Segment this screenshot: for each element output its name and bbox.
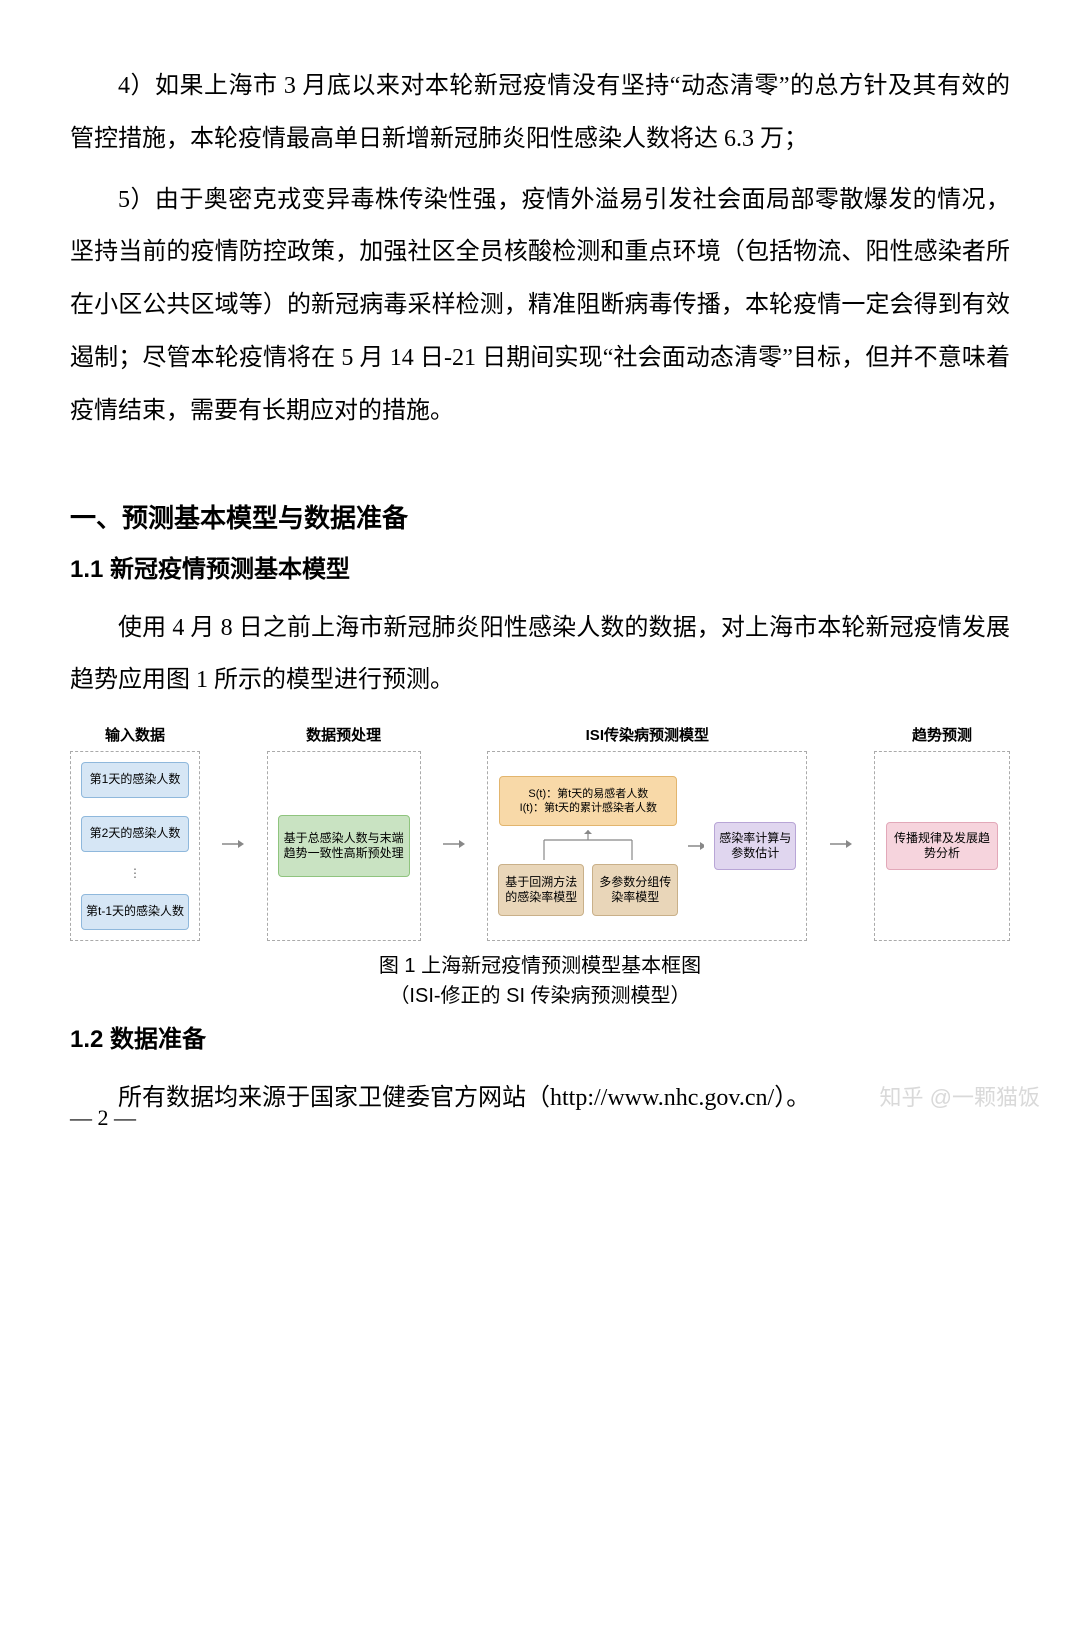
section-heading-1: 一、预测基本模型与数据准备: [70, 498, 1010, 540]
node-rate-calc: 感染率计算与参数估计: [714, 822, 796, 870]
body-1-2: 所有数据均来源于国家卫健委官方网站（http://www.nhc.gov.cn/…: [70, 1072, 1010, 1125]
arrow-icon: [222, 749, 244, 939]
connector-icon: [499, 830, 677, 860]
node-input-day2: 第2天的感染人数: [81, 816, 189, 852]
node-preprocess: 基于总感染人数与末端趋势一致性高斯预处理: [278, 815, 410, 877]
figure-panel-input: 输入数据 第1天的感染人数 第2天的感染人数 ⋮ 第t-1天的感染人数: [70, 727, 200, 941]
panel-title-model: ISI传染病预测模型: [487, 727, 807, 745]
figure-1: 输入数据 第1天的感染人数 第2天的感染人数 ⋮ 第t-1天的感染人数 数据预处…: [70, 727, 1010, 1011]
node-si-top: S(t)：第t天的易感者人数 I(t)：第t天的累计感染者人数: [499, 776, 677, 826]
node-input-day-t-1: 第t-1天的感染人数: [81, 894, 189, 930]
panel-title-preprocess: 数据预处理: [267, 727, 421, 745]
page-number: — 2 —: [70, 1094, 136, 1142]
arrow-icon: [830, 749, 852, 939]
watermark: 知乎 @一颗猫饭: [880, 1074, 1040, 1122]
node-regression-rate: 基于回溯方法的感染率模型: [498, 864, 584, 916]
figure-panel-model: ISI传染病预测模型 S(t)：第t天的易感者人数 I(t)：第t天的累计感染者…: [487, 727, 807, 941]
figure-panel-preprocess: 数据预处理 基于总感染人数与末端趋势一致性高斯预处理: [267, 727, 421, 941]
panel-title-trend: 趋势预测: [874, 727, 1010, 745]
figure-panel-trend: 趋势预测 传播规律及发展趋势分析: [874, 727, 1010, 941]
figure-caption-line2: （ISI-修正的 SI 传染病预测模型）: [70, 981, 1010, 1011]
body-1-1: 使用 4 月 8 日之前上海市新冠肺炎阳性感染人数的数据，对上海市本轮新冠疫情发…: [70, 602, 1010, 708]
subsection-heading-1-2: 1.2 数据准备: [70, 1021, 1010, 1059]
subsection-heading-1-1: 1.1 新冠疫情预测基本模型: [70, 551, 1010, 589]
node-trend-analysis: 传播规律及发展趋势分析: [886, 822, 998, 870]
panel-title-input: 输入数据: [70, 727, 200, 745]
paragraph-4: 4）如果上海市 3 月底以来对本轮新冠疫情没有坚持“动态清零”的总方针及其有效的…: [70, 60, 1010, 166]
ellipsis-icon: ⋮: [129, 870, 141, 876]
arrow-icon: [688, 840, 704, 852]
figure-caption-line1: 图 1 上海新冠疫情预测模型基本框图: [70, 951, 1010, 981]
node-multiparam-rate: 多参数分组传染率模型: [592, 864, 678, 916]
node-input-day1: 第1天的感染人数: [81, 762, 189, 798]
paragraph-5: 5）由于奥密克戎变异毒株传染性强，疫情外溢易引发社会面局部零散爆发的情况，坚持当…: [70, 174, 1010, 438]
arrow-icon: [443, 749, 465, 939]
